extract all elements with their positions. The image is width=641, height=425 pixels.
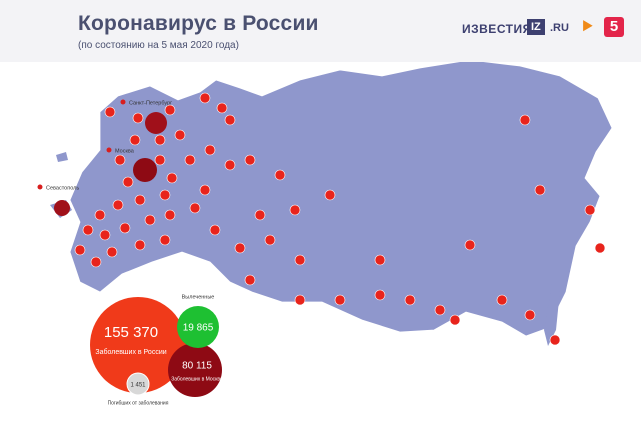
logo-ru[interactable]: .RU: [550, 22, 569, 34]
deaths-value: 1 451: [130, 383, 146, 389]
logo-iz[interactable]: IZ: [527, 19, 545, 35]
deaths-bubble: [126, 372, 150, 396]
region-marker: [112, 199, 124, 211]
moscow-bubble: [168, 343, 222, 397]
region-marker: [134, 239, 146, 251]
kaliningrad: [56, 152, 68, 162]
city-label: Севастополь: [46, 185, 79, 191]
moscow-marker: [133, 158, 157, 182]
region-marker: [334, 294, 346, 306]
region-marker: [164, 104, 176, 116]
recovered-label: Вылеченные: [182, 294, 215, 300]
region-marker: [254, 209, 266, 221]
region-marker: [244, 154, 256, 166]
region-marker: [132, 112, 144, 124]
moscow-label: Заболевших в Москве: [171, 376, 223, 382]
region-marker: [199, 184, 211, 196]
region-marker: [496, 294, 508, 306]
total-value: 155 370: [104, 324, 158, 341]
region-marker: [144, 214, 156, 226]
region-marker: [464, 239, 476, 251]
region-marker: [264, 234, 276, 246]
region-marker: [449, 314, 461, 326]
region-marker: [154, 134, 166, 146]
moscow-value: 80 115: [182, 361, 212, 372]
logo-ren[interactable]: ⯈: [580, 17, 595, 37]
region-marker: [189, 202, 201, 214]
region-marker: [104, 106, 116, 118]
region-marker: [166, 172, 178, 184]
region-marker: [164, 209, 176, 221]
region-marker: [374, 289, 386, 301]
spb-marker: [145, 112, 167, 134]
region-marker: [224, 159, 236, 171]
region-marker: [289, 204, 301, 216]
logo-5[interactable]: 5: [604, 17, 624, 37]
region-marker: [154, 154, 166, 166]
region-marker: [114, 154, 126, 166]
deaths-label: Погибших от заболевания: [108, 400, 169, 406]
region-marker: [324, 189, 336, 201]
region-marker: [184, 154, 196, 166]
region-marker: [294, 254, 306, 266]
region-marker: [244, 274, 256, 286]
region-marker: [374, 254, 386, 266]
region-marker: [122, 176, 134, 188]
region-marker: [129, 134, 141, 146]
region-marker: [209, 224, 221, 236]
recovered-bubble: [177, 306, 219, 348]
region-marker: [294, 294, 306, 306]
city-label: Москва: [115, 148, 135, 154]
region-marker: [99, 229, 111, 241]
header: Коронавирус в России (по состоянию на 5 …: [0, 0, 641, 62]
region-marker: [94, 209, 106, 221]
region-marker: [549, 334, 561, 346]
region-marker: [134, 194, 146, 206]
region-marker: [594, 242, 606, 254]
region-marker: [119, 222, 131, 234]
region-marker: [174, 129, 186, 141]
region-marker: [90, 256, 102, 268]
region-marker: [82, 224, 94, 236]
region-marker: [216, 102, 228, 114]
region-markers: [74, 92, 606, 346]
region-marker: [519, 114, 531, 126]
title: Коронавирус в России: [78, 12, 319, 35]
region-marker: [274, 169, 286, 181]
region-marker: [74, 244, 86, 256]
city-dot: [120, 99, 126, 105]
total-label: Заболевших в России: [95, 348, 166, 356]
subtitle: (по состоянию на 5 мая 2020 года): [78, 40, 239, 51]
recovered-value: 19 865: [183, 323, 214, 334]
city-dot: [37, 184, 43, 190]
region-marker: [224, 114, 236, 126]
region-marker: [404, 294, 416, 306]
region-marker: [524, 309, 536, 321]
region-marker: [204, 144, 216, 156]
region-marker: [234, 242, 246, 254]
sevastopol-marker: [54, 200, 70, 216]
city-dot: [106, 147, 112, 153]
city-label: Санкт-Петербург: [129, 100, 172, 106]
region-marker: [199, 92, 211, 104]
region-marker: [584, 204, 596, 216]
region-marker: [106, 246, 118, 258]
map: Санкт-Петербург Москва Севастополь 155 3…: [37, 62, 613, 406]
total-bubble: [90, 297, 186, 393]
region-marker: [159, 189, 171, 201]
sakhalin: [544, 284, 560, 346]
region-marker: [159, 234, 171, 246]
region-marker: [434, 304, 446, 316]
logo-izvestia[interactable]: ИЗВЕСТИЯ: [462, 22, 532, 36]
region-marker: [534, 184, 546, 196]
